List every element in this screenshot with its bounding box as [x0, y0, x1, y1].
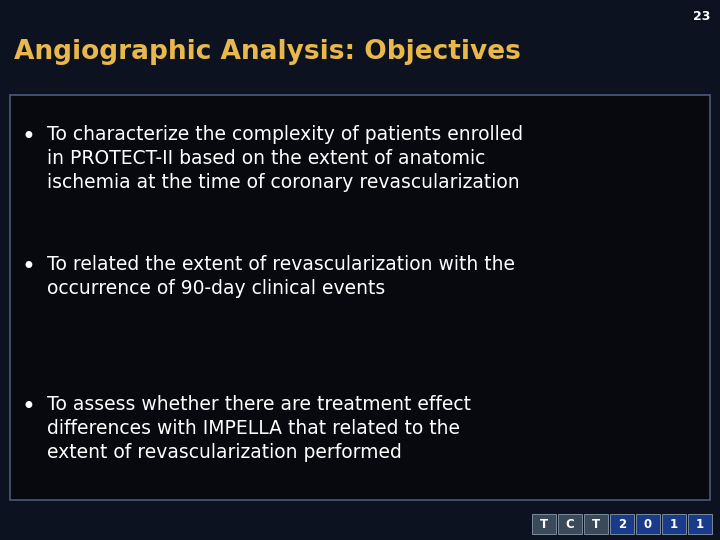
Text: 0: 0	[644, 517, 652, 530]
Text: 23: 23	[693, 10, 710, 23]
FancyBboxPatch shape	[584, 514, 608, 534]
FancyBboxPatch shape	[636, 514, 660, 534]
FancyBboxPatch shape	[688, 514, 712, 534]
Text: 1: 1	[696, 517, 704, 530]
Text: T: T	[540, 517, 548, 530]
Text: To assess whether there are treatment effect
differences with IMPELLA that relat: To assess whether there are treatment ef…	[47, 395, 471, 462]
FancyBboxPatch shape	[558, 514, 582, 534]
Text: 2: 2	[618, 517, 626, 530]
Text: •: •	[21, 255, 35, 279]
Text: To characterize the complexity of patients enrolled
in PROTECT-II based on the e: To characterize the complexity of patien…	[47, 125, 523, 192]
Text: •: •	[21, 125, 35, 149]
Text: C: C	[566, 517, 575, 530]
Text: Angiographic Analysis: Objectives: Angiographic Analysis: Objectives	[14, 39, 521, 65]
FancyBboxPatch shape	[610, 514, 634, 534]
FancyBboxPatch shape	[532, 514, 556, 534]
FancyBboxPatch shape	[10, 95, 710, 500]
FancyBboxPatch shape	[662, 514, 686, 534]
Text: 1: 1	[670, 517, 678, 530]
Text: To related the extent of revascularization with the
occurrence of 90-day clinica: To related the extent of revascularizati…	[47, 255, 515, 298]
Text: T: T	[592, 517, 600, 530]
Text: •: •	[21, 395, 35, 419]
